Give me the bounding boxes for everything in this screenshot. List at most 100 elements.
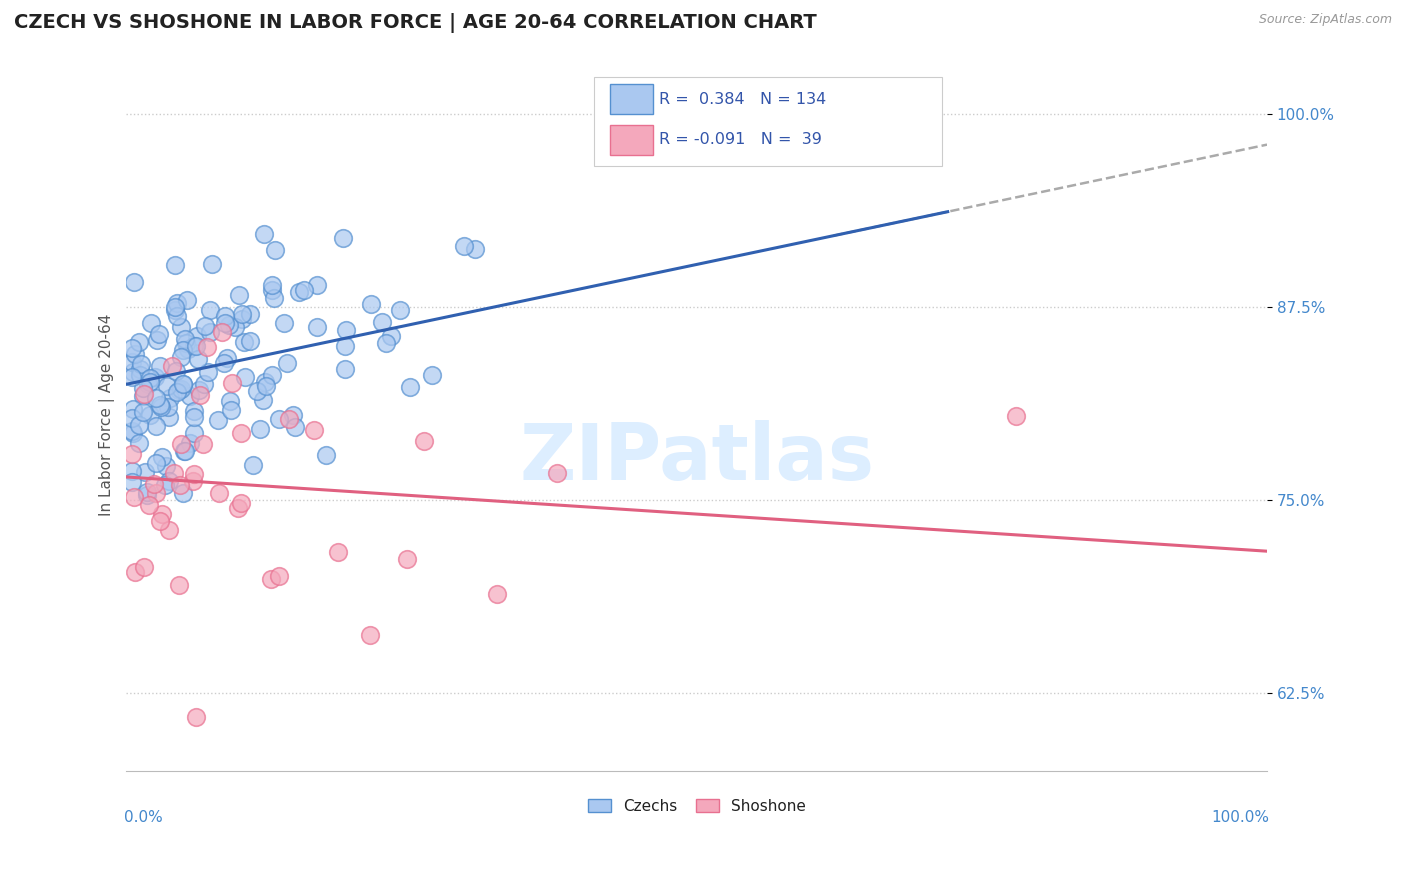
Point bbox=[139, 409, 162, 423]
Point bbox=[188, 384, 211, 398]
Point bbox=[307, 320, 329, 334]
Point bbox=[191, 436, 214, 450]
Point bbox=[145, 486, 167, 500]
Point bbox=[172, 376, 194, 391]
Point bbox=[371, 315, 394, 329]
Point bbox=[121, 370, 143, 384]
Point bbox=[335, 362, 357, 376]
Legend: Czechs, Shoshone: Czechs, Shoshone bbox=[582, 793, 811, 820]
Point bbox=[128, 362, 150, 376]
Point bbox=[165, 258, 187, 272]
Point bbox=[229, 496, 252, 510]
Point bbox=[121, 475, 143, 489]
Point bbox=[193, 318, 215, 333]
Point bbox=[167, 383, 190, 397]
Point bbox=[184, 709, 207, 723]
Point bbox=[335, 339, 357, 353]
Point bbox=[219, 403, 242, 417]
Point bbox=[173, 332, 195, 346]
Point bbox=[172, 376, 194, 391]
Point bbox=[138, 498, 160, 512]
Point bbox=[183, 404, 205, 418]
Point bbox=[219, 393, 242, 408]
Point bbox=[328, 545, 350, 559]
Point bbox=[173, 443, 195, 458]
Point bbox=[146, 333, 169, 347]
Point bbox=[121, 464, 143, 478]
Point bbox=[246, 384, 269, 398]
Point bbox=[183, 467, 205, 481]
Point bbox=[138, 376, 160, 390]
Point bbox=[217, 351, 239, 365]
Point bbox=[149, 514, 172, 528]
Point bbox=[155, 459, 177, 474]
Point bbox=[157, 400, 180, 414]
Point bbox=[207, 412, 229, 426]
Point bbox=[287, 285, 309, 299]
Text: ZIPatlas: ZIPatlas bbox=[519, 420, 875, 496]
Text: 100.0%: 100.0% bbox=[1212, 810, 1270, 825]
Text: CZECH VS SHOSHONE IN LABOR FORCE | AGE 20-64 CORRELATION CHART: CZECH VS SHOSHONE IN LABOR FORCE | AGE 2… bbox=[14, 13, 817, 33]
Point bbox=[139, 316, 162, 330]
Point bbox=[132, 387, 155, 401]
Y-axis label: In Labor Force | Age 20-64: In Labor Force | Age 20-64 bbox=[100, 314, 115, 516]
Point bbox=[166, 309, 188, 323]
Point bbox=[150, 450, 173, 465]
Point bbox=[292, 283, 315, 297]
Point bbox=[277, 411, 299, 425]
Point bbox=[177, 343, 200, 357]
Point bbox=[485, 586, 508, 600]
Point bbox=[122, 365, 145, 379]
Point bbox=[212, 356, 235, 370]
Point bbox=[157, 410, 180, 425]
Point bbox=[200, 303, 222, 318]
Point bbox=[149, 401, 172, 415]
Point bbox=[160, 359, 183, 373]
Point bbox=[165, 302, 187, 317]
Point bbox=[453, 239, 475, 253]
Point bbox=[166, 385, 188, 400]
Point bbox=[142, 477, 165, 491]
Text: 0.0%: 0.0% bbox=[124, 810, 163, 825]
Point bbox=[253, 375, 276, 389]
Point bbox=[201, 257, 224, 271]
Point bbox=[166, 296, 188, 310]
Point bbox=[174, 335, 197, 350]
Point bbox=[260, 277, 283, 292]
Point bbox=[228, 500, 250, 515]
Point bbox=[214, 317, 236, 331]
Point bbox=[170, 382, 193, 396]
Point bbox=[198, 325, 221, 339]
Point bbox=[211, 325, 233, 339]
Point bbox=[208, 486, 231, 500]
Point bbox=[546, 466, 568, 480]
Point bbox=[122, 275, 145, 289]
Point bbox=[159, 391, 181, 405]
Point bbox=[183, 426, 205, 441]
Point bbox=[157, 474, 180, 488]
Point bbox=[197, 365, 219, 379]
Point bbox=[145, 419, 167, 434]
FancyBboxPatch shape bbox=[610, 85, 654, 114]
Point bbox=[183, 339, 205, 353]
Point bbox=[167, 578, 190, 592]
Point bbox=[184, 339, 207, 353]
Point bbox=[124, 347, 146, 361]
Point bbox=[283, 419, 305, 434]
Point bbox=[260, 283, 283, 297]
Point bbox=[176, 293, 198, 307]
Point bbox=[132, 381, 155, 395]
Point bbox=[260, 572, 283, 586]
Point bbox=[254, 378, 277, 392]
Point bbox=[121, 424, 143, 438]
Point bbox=[193, 376, 215, 391]
Point bbox=[121, 447, 143, 461]
Point bbox=[395, 552, 418, 566]
Point bbox=[239, 334, 262, 348]
Point bbox=[129, 368, 152, 382]
Point bbox=[464, 242, 486, 256]
Text: R =  0.384   N = 134: R = 0.384 N = 134 bbox=[659, 92, 827, 107]
Point bbox=[121, 425, 143, 440]
Point bbox=[128, 435, 150, 450]
FancyBboxPatch shape bbox=[595, 78, 942, 166]
